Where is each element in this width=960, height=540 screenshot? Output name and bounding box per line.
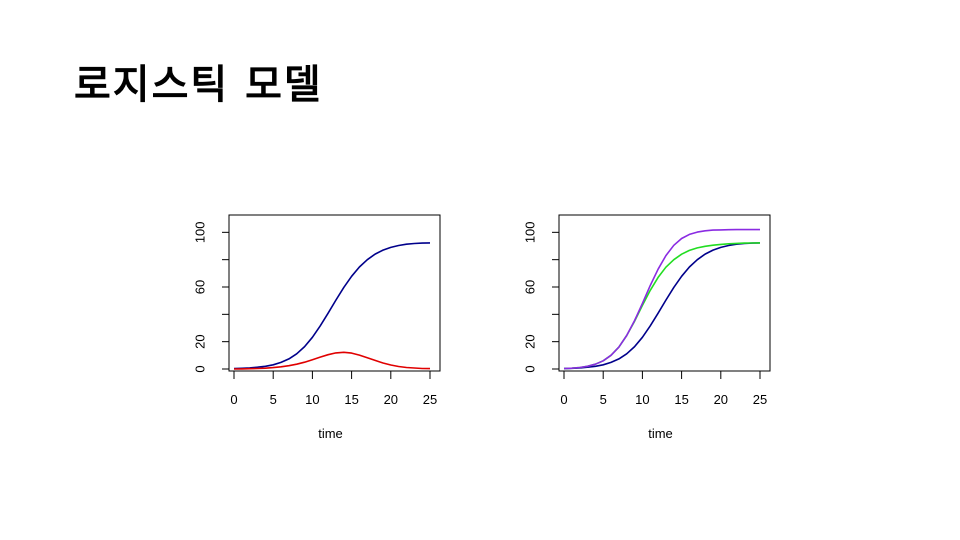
y-tick-label: 60 [522, 280, 537, 294]
series-line-1 [233, 351, 431, 370]
y-tick-label: 20 [192, 334, 207, 348]
y-tick-label: 100 [192, 221, 207, 243]
plot-right-svg: 0 20 60 100 0 5 10 15 20 25 time [522, 214, 771, 441]
series-line-2 [563, 228, 760, 370]
y-tick-label: 100 [522, 221, 537, 243]
x-tick-label: 15 [674, 392, 688, 407]
x-tick-label: 10 [305, 392, 319, 407]
plot-left-svg: 0 20 60 100 0 5 10 15 20 25 time [192, 214, 441, 441]
x-tick-label: 15 [344, 392, 358, 407]
x-tick-label: 10 [635, 392, 649, 407]
series-line-0 [563, 242, 761, 370]
x-tick-label: 25 [423, 392, 437, 407]
y-tick-label: 60 [192, 280, 207, 294]
logistic-plot-left: 0 20 60 100 0 5 10 15 20 25 time [160, 195, 460, 460]
x-tick-label: 0 [230, 392, 237, 407]
x-tick-label: 20 [714, 392, 728, 407]
y-tick-label: 20 [522, 334, 537, 348]
series-line-0 [233, 242, 431, 370]
x-tick-label: 0 [560, 392, 567, 407]
x-tick-label: 25 [753, 392, 767, 407]
y-tick-label: 0 [522, 365, 537, 372]
x-tick-label: 20 [384, 392, 398, 407]
x-tick-label: 5 [270, 392, 277, 407]
plot-frame [228, 214, 441, 372]
x-tick-label: 5 [600, 392, 607, 407]
x-axis-label: time [648, 426, 673, 441]
x-axis-label: time [318, 426, 343, 441]
slide-title: 로지스틱 모델 [74, 62, 323, 108]
logistic-plot-right: 0 20 60 100 0 5 10 15 20 25 time [490, 195, 790, 460]
plot-frame [558, 214, 771, 372]
y-tick-label: 0 [192, 365, 207, 372]
